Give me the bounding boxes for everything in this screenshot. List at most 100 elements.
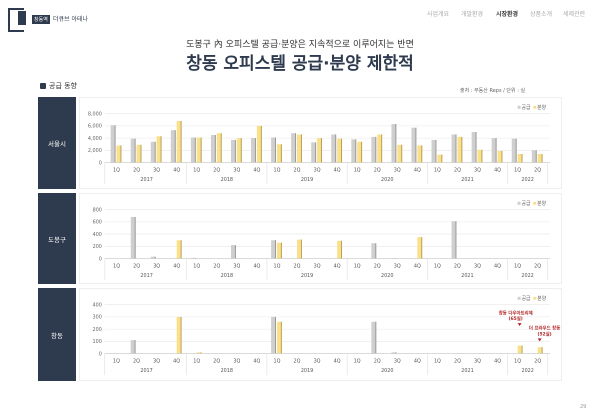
x-tick-label: 4Q <box>253 167 260 173</box>
year-label: 2020 <box>381 368 393 374</box>
y-tick-label: 2,000 <box>88 148 102 154</box>
bar-sale-shade <box>240 138 242 163</box>
x-tick-label: 2Q <box>133 358 140 364</box>
bar-supply-shade <box>114 125 116 163</box>
bar-sale-shade <box>381 134 383 163</box>
year-label: 2017 <box>140 177 152 183</box>
nav-product[interactable]: 상품소개 <box>530 11 553 18</box>
x-tick-label: 2Q <box>294 358 301 364</box>
nav-development[interactable]: 개발환경 <box>461 11 484 18</box>
legend-supply: 공급 <box>521 201 530 207</box>
bar-sale <box>236 138 242 163</box>
bar-supply-shade <box>134 340 136 354</box>
x-tick-label: 4Q <box>253 263 260 269</box>
x-tick-label: 3Q <box>474 358 481 364</box>
x-tick-label: 1Q <box>514 263 521 269</box>
region-label-dobong: 도봉구 <box>38 193 76 284</box>
logo-badge: 창동역 <box>32 15 50 24</box>
year-label: 2020 <box>381 177 393 183</box>
bar-supply-shade <box>154 256 156 259</box>
x-tick-label: 4Q <box>334 263 341 269</box>
y-tick-label: 200 <box>93 244 102 250</box>
bar-sale <box>537 154 543 163</box>
bar-supply <box>371 136 377 163</box>
bar-supply-shade <box>194 137 196 163</box>
y-tick-label: 6,000 <box>88 124 102 130</box>
bar-sale <box>457 136 463 163</box>
bar-supply <box>150 256 156 259</box>
year-label: 2018 <box>221 177 233 183</box>
x-tick-label: 3Q <box>153 263 160 269</box>
bar-sale-shade <box>421 145 423 163</box>
y-tick-label: 400 <box>93 232 102 238</box>
bar-supply-shade <box>194 257 196 259</box>
bar-sale-shade <box>421 237 423 259</box>
x-tick-label: 2Q <box>213 167 220 173</box>
bar-supply-shade <box>214 135 216 163</box>
x-tick-label: 4Q <box>414 263 421 269</box>
bar-sale <box>297 239 302 259</box>
bar-supply <box>391 124 397 163</box>
nav-tax[interactable]: 세제관련 <box>563 11 586 18</box>
bar-sale-shade <box>341 240 343 259</box>
x-tick-label: 1Q <box>354 358 361 364</box>
x-tick-label: 1Q <box>193 167 200 173</box>
y-tick-label: 8,000 <box>88 111 102 117</box>
bar-supply <box>110 125 116 163</box>
legend-sale: 분양 <box>537 200 546 207</box>
bar-sale-shade <box>180 316 182 354</box>
logo-icon-fill <box>18 11 26 25</box>
legend-swatch-supply <box>517 105 521 109</box>
year-label: 2021 <box>461 177 473 183</box>
bar-supply <box>431 139 437 163</box>
x-tick-label: 3Q <box>394 358 401 364</box>
x-tick-label: 1Q <box>514 167 521 173</box>
y-tick-label: 300 <box>92 315 101 321</box>
bar-supply-shade <box>535 150 537 163</box>
x-tick-label: 2Q <box>534 358 541 364</box>
bar-supply <box>351 139 357 163</box>
nav-market[interactable]: 시장환경 <box>496 11 519 18</box>
bar-sale <box>497 150 503 163</box>
bar-sale-shade <box>541 347 543 354</box>
bar-sale-shade <box>300 239 302 259</box>
bar-supply-shade <box>174 130 176 163</box>
x-tick-label: 2Q <box>454 167 461 173</box>
nav-overview[interactable]: 사업개요 <box>427 11 450 18</box>
y-tick-label: 800 <box>93 207 102 213</box>
x-tick-label: 3Q <box>394 167 401 173</box>
bar-sale <box>397 144 403 163</box>
region-label-seoul: 서울시 <box>38 97 76 189</box>
x-tick-label: 2Q <box>213 263 220 269</box>
x-tick-label: 2Q <box>374 358 381 364</box>
bar-sale <box>176 316 182 354</box>
bar-sale <box>196 137 202 163</box>
bar-sale-shade <box>280 242 282 259</box>
bar-sale-shade <box>461 136 463 163</box>
bar-sale-shade <box>260 125 262 163</box>
bar-sale-shade <box>501 150 503 163</box>
bar-supply <box>251 138 256 163</box>
year-label: 2019 <box>301 273 313 279</box>
bar-supply <box>411 127 417 163</box>
x-tick-label: 1Q <box>273 167 280 173</box>
bar-sale <box>377 134 383 163</box>
bar-supply <box>190 137 196 163</box>
bar-sale-shade <box>300 134 302 163</box>
bar-supply-shade <box>335 134 337 163</box>
x-tick-label: 2Q <box>374 167 381 173</box>
x-tick-label: 1Q <box>274 263 281 269</box>
legend-swatch-supply <box>517 201 521 205</box>
square-bullet-icon <box>40 83 46 89</box>
bar-supply-shade <box>455 221 457 259</box>
y-tick-label: 4,000 <box>88 136 102 142</box>
bar-sale <box>337 138 343 163</box>
y-tick-label: 400 <box>92 302 101 308</box>
x-tick-label: 3Q <box>394 263 401 269</box>
x-tick-label: 1Q <box>113 358 120 364</box>
annotation-label: (65실) <box>509 315 523 322</box>
bar-supply <box>331 134 337 163</box>
bar-sale <box>437 154 443 163</box>
year-label: 2018 <box>221 273 233 279</box>
x-tick-label: 1Q <box>434 358 441 364</box>
